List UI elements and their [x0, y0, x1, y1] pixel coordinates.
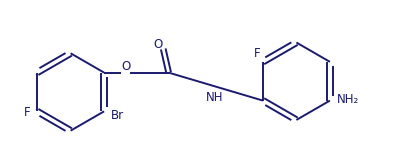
Text: NH₂: NH₂: [336, 93, 358, 106]
Text: NH: NH: [205, 91, 223, 104]
Text: F: F: [254, 47, 260, 60]
Text: Br: Br: [110, 109, 123, 122]
Text: F: F: [24, 106, 31, 119]
Text: O: O: [153, 38, 162, 51]
Text: O: O: [121, 60, 130, 73]
